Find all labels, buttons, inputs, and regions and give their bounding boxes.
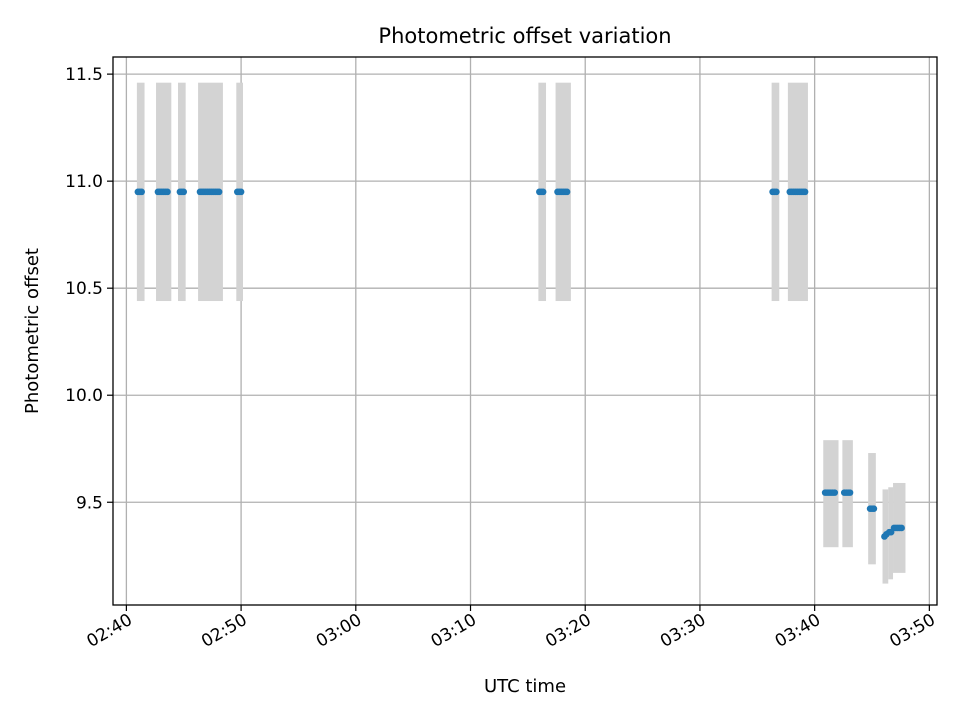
data-point [898,524,905,532]
data-point [831,489,839,496]
data-point [138,188,145,196]
data-point [801,188,809,196]
data-point [870,505,878,512]
data-point [773,188,780,196]
chart-title: Photometric offset variation [378,24,671,48]
data-point [846,489,854,496]
y-tick-label: 11.5 [65,65,103,85]
y-axis-title: Photometric offset [22,248,43,414]
data-point [563,188,571,196]
y-tick-label: 10.0 [65,386,103,406]
plot-frame [112,56,938,606]
x-axis-title: UTC time [484,676,566,697]
data-point [539,188,547,196]
data-point [164,188,171,196]
data-points [134,188,905,540]
data-point [180,188,188,196]
data-point [237,188,245,196]
y-axis: 9.5 10.0 10.5 11.0 11.5 [65,65,113,513]
y-tick-label: 10.5 [65,279,103,299]
data-point [215,188,223,196]
y-tick-label: 11.0 [65,172,103,192]
y-tick-label: 9.5 [76,493,103,513]
